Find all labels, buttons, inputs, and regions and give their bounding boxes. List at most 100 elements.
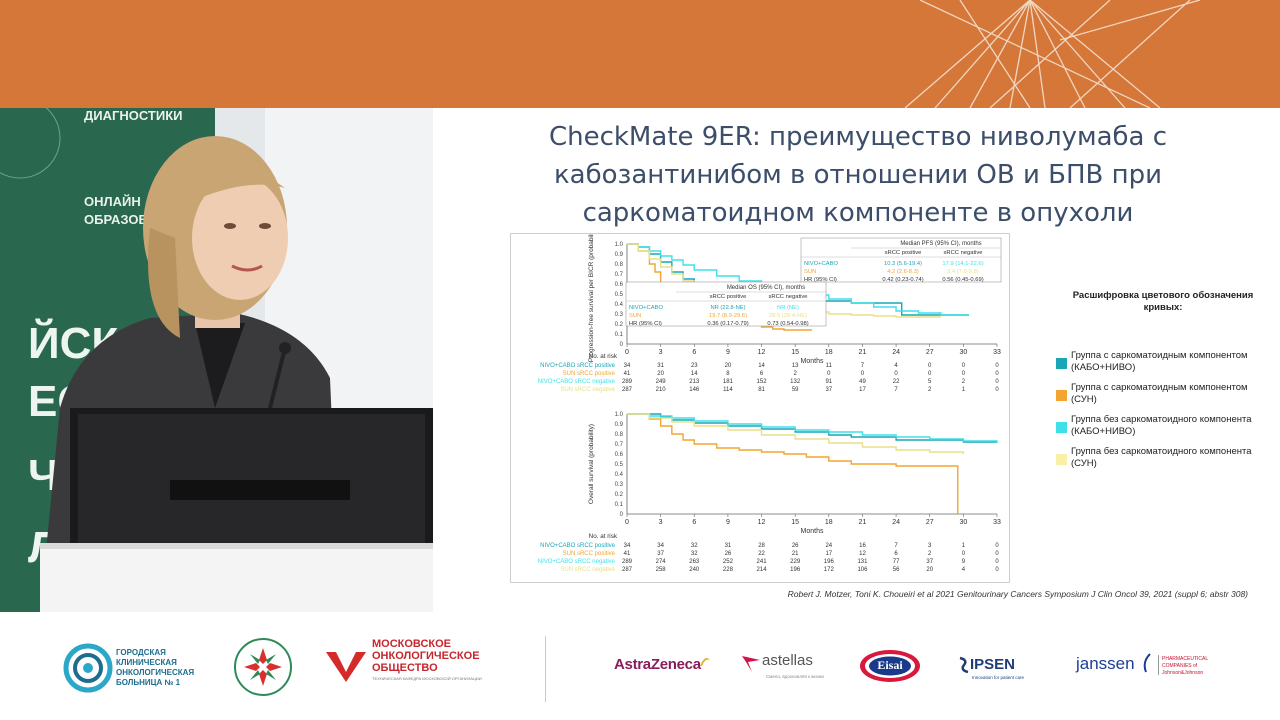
risk-value: 0 <box>861 371 865 377</box>
risk-value: 252 <box>723 559 734 565</box>
risk-row-label: NIVO+CABO sRCC negative <box>538 559 616 565</box>
km-curve <box>627 413 997 443</box>
risk-value: 14 <box>691 371 698 377</box>
top-banner <box>0 0 1280 108</box>
risk-value: 249 <box>656 379 667 385</box>
x-tick-label: 9 <box>726 519 730 526</box>
risk-value: 0 <box>995 543 999 549</box>
speaker-video: ДИАГНОСТИКИ ОНЛАЙН ОБРАЗОВАН ЙСКОЕ ЕСТВ … <box>0 108 433 612</box>
risk-value: 106 <box>857 567 868 573</box>
risk-value: 31 <box>657 363 664 369</box>
risk-value: 41 <box>624 551 631 557</box>
x-tick-label: 21 <box>859 519 867 526</box>
risk-value: 196 <box>790 567 801 573</box>
risk-value: 0 <box>995 363 999 369</box>
hospital-logo-icon: ГОРОДСКАЯ КЛИНИЧЕСКАЯ ОНКОЛОГИЧЕСКАЯ БОЛ… <box>63 643 194 693</box>
y-tick-label: 0.5 <box>615 292 624 298</box>
x-tick-label: 15 <box>791 349 799 356</box>
y-tick-label: 0.9 <box>615 252 624 258</box>
ipsen-logo-sub: Innovation for patient care <box>972 675 1025 680</box>
x-tick-label: 18 <box>825 349 833 356</box>
km-curve <box>627 413 965 454</box>
society-logo-line: МОСКОВСКОЕ <box>372 638 452 650</box>
risk-value: 289 <box>622 559 633 565</box>
risk-value: 2 <box>928 387 932 393</box>
risk-row-label: NIVO+CABO sRCC positive <box>540 363 616 369</box>
janssen-logo: janssen PHARMACEUTICAL COMPANIES of John… <box>1076 653 1246 688</box>
median-table-cell: 0.42 (0.23-0.74) <box>882 277 923 283</box>
median-table-cell: 0.73 (0.54-0.98) <box>767 321 808 327</box>
risk-value: 287 <box>622 387 633 393</box>
banner-text-1: ДИАГНОСТИКИ <box>84 108 183 123</box>
y-tick-label: 0.1 <box>615 502 624 508</box>
society-logo-line: ОБЩЕСТВО <box>372 662 438 674</box>
risk-value: 2 <box>928 551 932 557</box>
x-tick-label: 24 <box>892 519 900 526</box>
risk-value: 23 <box>691 363 698 369</box>
x-tick-label: 6 <box>692 349 696 356</box>
risk-table-title: No. at risk <box>589 353 618 360</box>
risk-value: 37 <box>657 551 664 557</box>
median-table-title: Median OS (95% CI), months <box>727 285 805 291</box>
risk-value: 56 <box>893 567 900 573</box>
risk-value: 0 <box>894 371 898 377</box>
risk-value: 6 <box>894 551 898 557</box>
median-table-title: Median PFS (95% CI), months <box>900 241 981 247</box>
median-table-cell: HR (95% CI) <box>804 277 837 283</box>
x-tick-label: 9 <box>726 349 730 356</box>
y-tick-label: 0 <box>620 342 624 348</box>
risk-value: 34 <box>624 543 631 549</box>
risk-value: 240 <box>689 567 700 573</box>
y-tick-label: 0 <box>620 512 624 518</box>
risk-value: 7 <box>894 387 898 393</box>
median-table: Median PFS (95% CI), months sRCC positive… <box>800 237 1002 283</box>
risk-value: 77 <box>893 559 900 565</box>
median-table-cell: HR (95% CI) <box>629 321 662 327</box>
risk-value: 241 <box>757 559 768 565</box>
risk-value: 28 <box>758 543 765 549</box>
risk-value: 2 <box>962 379 966 385</box>
risk-row-label: SUN sRCC positive <box>563 551 616 557</box>
russco-logo <box>232 636 294 698</box>
y-tick-label: 0.5 <box>615 462 624 468</box>
hospital-logo: ГОРОДСКАЯ КЛИНИЧЕСКАЯ ОНКОЛОГИЧЕСКАЯ БОЛ… <box>62 640 202 696</box>
risk-value: 287 <box>622 567 633 573</box>
janssen-logo-sub: PHARMACEUTICAL COMPANIES of Johnson&John… <box>1162 656 1208 676</box>
banner-text-2: ОНЛАЙН <box>84 194 141 209</box>
risk-value: 213 <box>689 379 700 385</box>
risk-value: 214 <box>757 567 768 573</box>
y-tick-label: 0.6 <box>615 452 624 458</box>
astellas-logo-text: astellas <box>762 652 813 669</box>
risk-value: 26 <box>792 543 799 549</box>
risk-value: 228 <box>723 567 734 573</box>
median-table-cell: 10.3 (5.6-19.4) <box>884 261 922 267</box>
x-tick-label: 30 <box>959 519 967 526</box>
astrazeneca-swirl-icon <box>700 658 710 666</box>
risk-value: 22 <box>893 379 900 385</box>
risk-value: 81 <box>758 387 765 393</box>
x-tick-label: 6 <box>692 519 696 526</box>
risk-value: 17 <box>859 387 866 393</box>
x-tick-label: 3 <box>659 349 663 356</box>
astrazeneca-logo-text: AstraZeneca <box>614 656 701 673</box>
y-tick-label: 0.6 <box>615 282 624 288</box>
risk-value: 0 <box>995 559 999 565</box>
y-tick-label: 0.2 <box>615 322 624 328</box>
legend-item: Группа с саркоматоидным компонентом (СУН… <box>1053 382 1273 406</box>
risk-value: 2 <box>794 371 798 377</box>
ipsen-logo: IPSEN Innovation for patient care <box>958 656 1038 686</box>
risk-value: 114 <box>723 387 733 393</box>
russco-logo-icon <box>234 638 292 696</box>
risk-value: 0 <box>995 371 999 377</box>
legend-item: Группа без саркоматоидного компонента (К… <box>1053 414 1273 438</box>
astellas-logo: astellas Смело, вдохновляя к жизни <box>740 650 830 686</box>
ipsen-mark-icon <box>959 656 969 674</box>
median-table-cell: NIVO+CABO <box>804 261 838 267</box>
x-tick-label: 27 <box>926 519 934 526</box>
risk-value: 59 <box>792 387 799 393</box>
km-charts: Progression-free survival per BICR (prob… <box>538 226 1002 573</box>
risk-value: 0 <box>962 363 966 369</box>
risk-value: 8 <box>726 371 730 377</box>
risk-value: 0 <box>962 551 966 557</box>
legend-label: Группа с саркоматоидным компонентом (КАБ… <box>1071 350 1248 373</box>
